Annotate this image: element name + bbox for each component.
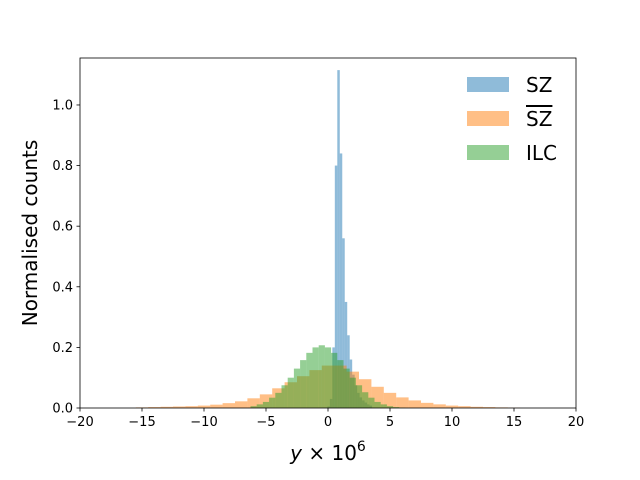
histogram-bar: [318, 345, 325, 408]
x-tick-label: −10: [190, 415, 217, 430]
legend: SZ SZ ILC: [467, 73, 557, 165]
histogram-bar: [483, 407, 496, 408]
y-tick-label: 0.8: [52, 159, 73, 174]
x-tick-label: 10: [444, 415, 461, 430]
histogram-bar: [421, 402, 434, 408]
histogram-bar: [275, 392, 282, 408]
histogram-bar: [470, 406, 483, 408]
legend-swatch: [467, 145, 509, 160]
histogram-bar: [343, 368, 350, 408]
histogram-bars: [135, 70, 521, 408]
histogram-bar: [349, 377, 356, 408]
histogram-bar: [334, 165, 338, 408]
histogram-bar: [458, 406, 471, 408]
histogram-bar: [393, 407, 400, 408]
histogram-bar: [374, 401, 381, 408]
legend-label: ILC: [526, 141, 557, 165]
x-tick-label: −15: [128, 415, 155, 430]
histogram-bar: [256, 404, 263, 408]
histogram-bar: [210, 404, 223, 408]
y-tick-label: 0.0: [52, 402, 73, 417]
x-tick-label: −5: [256, 415, 275, 430]
histogram-bar: [312, 347, 319, 408]
y-tick-label: 0.2: [52, 341, 73, 356]
histogram-bar: [362, 392, 369, 408]
x-axis-label-times: × 10: [302, 441, 357, 465]
histogram-bar: [173, 406, 186, 408]
histogram-bar: [368, 397, 375, 408]
histogram-bar: [408, 400, 421, 408]
legend-label: SZ: [526, 73, 552, 97]
histogram-bar: [344, 301, 348, 408]
histogram-bar: [337, 360, 344, 408]
histogram-bar: [185, 406, 198, 408]
x-axis-label: y × 106: [289, 439, 366, 465]
histogram-bar: [433, 404, 446, 408]
histogram-bar: [281, 385, 288, 408]
histogram-bar: [339, 153, 343, 408]
legend-swatch: [467, 111, 509, 126]
x-tick-label: 15: [506, 415, 523, 430]
histogram-bar: [355, 385, 363, 408]
y-tick-label: 1.0: [52, 98, 73, 113]
histogram-bar: [300, 360, 307, 408]
histogram-bar: [247, 398, 260, 408]
y-tick-label: 0.4: [52, 280, 73, 295]
histogram-bar: [160, 406, 173, 408]
histogram-bar: [287, 377, 294, 408]
histogram-bar: [337, 70, 340, 408]
histogram-bar: [262, 401, 270, 408]
histogram-bar: [396, 397, 409, 408]
histogram-bar: [306, 352, 313, 408]
y-axis-label: Normalised counts: [18, 140, 42, 327]
histogram-bar: [293, 368, 301, 408]
legend-swatch: [467, 77, 509, 92]
y-tick-label: 0.6: [52, 220, 73, 235]
histogram-bar: [148, 407, 161, 408]
series-2-bars: [250, 345, 406, 408]
x-tick-label: −20: [66, 415, 93, 430]
histogram-bar: [331, 352, 338, 408]
x-axis-label-var: y: [289, 441, 303, 465]
histogram-bar: [324, 347, 332, 408]
histogram-bar: [250, 406, 257, 408]
histogram-bar: [386, 406, 394, 408]
legend-label: SZ: [526, 107, 552, 131]
x-tick-label: 20: [568, 415, 585, 430]
histogram-bar: [383, 392, 397, 408]
histogram-bar: [445, 405, 459, 408]
histogram-bar: [380, 404, 387, 408]
x-axis-label-exp: 6: [357, 439, 366, 455]
axes: −20 −15 −10 −5 0 5 10 15 20 0.0 0.2 0.4 0.6 0.8 1.0: [52, 57, 585, 430]
x-tick-label: 5: [386, 415, 394, 430]
histogram-bar: [197, 405, 211, 408]
histogram-bar: [235, 401, 248, 408]
x-tick-label: 0: [324, 415, 332, 430]
axis-labels: y × 106 Normalised counts: [18, 140, 366, 465]
histogram-bar: [342, 238, 345, 408]
histogram-bar: [269, 397, 276, 408]
histogram-bar: [222, 403, 235, 408]
